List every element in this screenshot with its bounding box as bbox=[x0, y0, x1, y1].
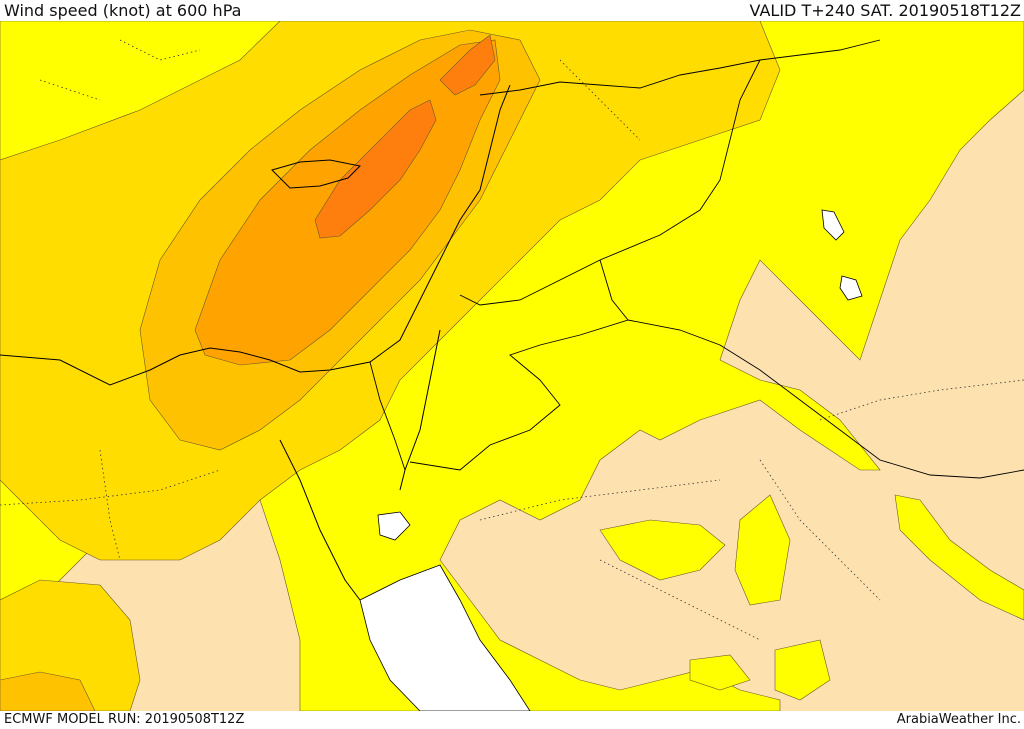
dark-orange-wind-core-north bbox=[439, 34, 496, 96]
yellow-patch-south bbox=[689, 654, 751, 691]
map-footer: ECMWF MODEL RUN: 20190508T12Z ArabiaWeat… bbox=[0, 711, 1024, 729]
map-canvas bbox=[0, 21, 1024, 711]
map-header: Wind speed (knot) at 600 hPa VALID T+240… bbox=[0, 0, 1024, 21]
mediterranean-coastline bbox=[0, 84, 511, 386]
yellow-streak-southeast bbox=[894, 494, 1024, 621]
dark-orange-wind-core bbox=[314, 99, 437, 239]
yellow-patch-east bbox=[734, 494, 791, 606]
country-border-egypt bbox=[369, 361, 406, 471]
lake-west bbox=[821, 209, 845, 241]
admin-boundaries bbox=[0, 39, 1024, 641]
cyprus-outline bbox=[271, 159, 362, 189]
red-sea-coastline bbox=[279, 439, 361, 601]
country-border-jordan bbox=[409, 259, 629, 471]
country-border-saudi-iraq bbox=[627, 319, 1024, 479]
lake-east bbox=[839, 275, 863, 301]
country-border-iraq bbox=[459, 59, 761, 306]
red-sea bbox=[359, 564, 531, 711]
country-border-north bbox=[479, 39, 881, 96]
credit: ArabiaWeather Inc. bbox=[896, 712, 1021, 727]
wind-speed-map bbox=[0, 21, 1024, 711]
gulf-of-aqaba-water bbox=[377, 511, 411, 541]
yellow-patch-arabia bbox=[599, 519, 726, 581]
map-title: Wind speed (knot) at 600 hPa bbox=[4, 1, 242, 20]
model-run: ECMWF MODEL RUN: 20190508T12Z bbox=[4, 712, 245, 727]
yellow-patch-gulf bbox=[774, 639, 831, 701]
valid-time: VALID T+240 SAT. 20190518T12Z bbox=[749, 1, 1021, 20]
light-orange-zone-sw bbox=[0, 671, 96, 711]
levant-coastline bbox=[399, 329, 441, 491]
